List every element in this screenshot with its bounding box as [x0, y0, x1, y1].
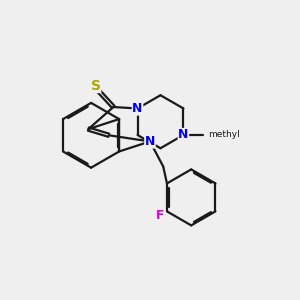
Text: methyl: methyl — [208, 130, 240, 140]
Text: N: N — [178, 128, 189, 142]
Text: S: S — [91, 79, 101, 92]
Text: F: F — [156, 209, 164, 222]
Text: N: N — [145, 135, 155, 148]
Text: N: N — [132, 102, 143, 115]
